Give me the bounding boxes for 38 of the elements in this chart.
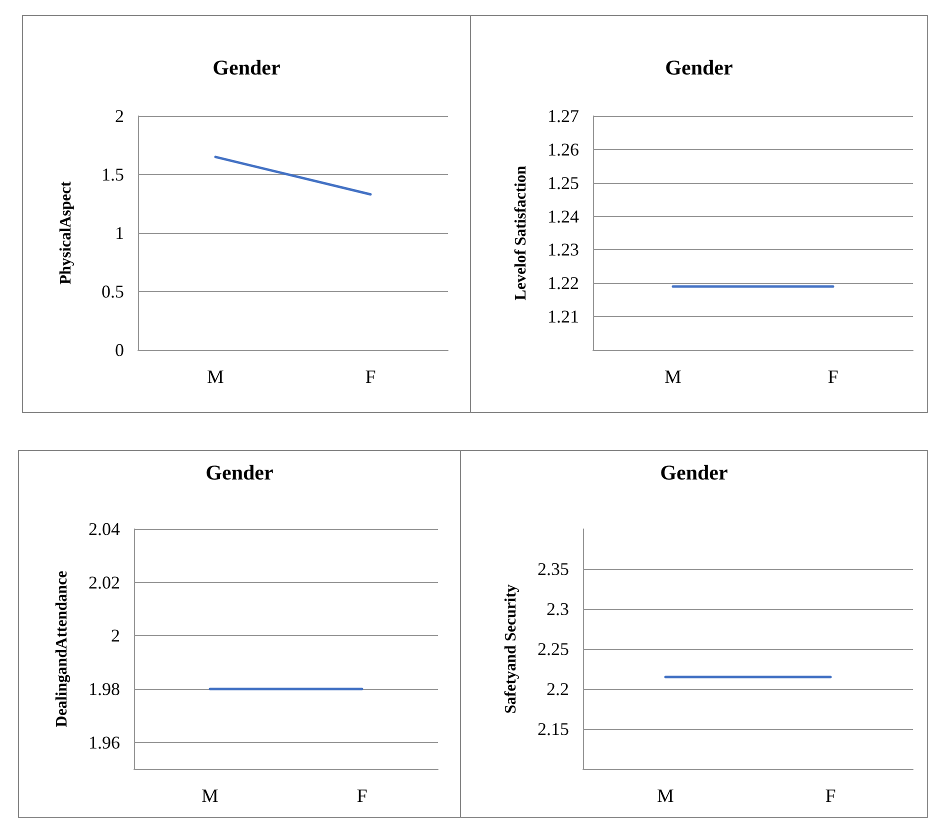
- y-tick-label: 1.98: [88, 679, 120, 699]
- y-tick-label: 1.22: [548, 273, 579, 294]
- chart-title: Gender: [660, 460, 728, 484]
- y-axis-title: Safetyand Security: [502, 584, 520, 714]
- chart-title: Gender: [206, 460, 274, 484]
- x-tick-label: F: [356, 786, 368, 807]
- y-tick-label: 2.04: [88, 519, 120, 539]
- chart-title: Gender: [665, 56, 733, 80]
- y-tick-label: 1.23: [548, 240, 579, 260]
- y-tick-label: 0.5: [102, 282, 124, 302]
- y-tick-label: 2.3: [546, 599, 569, 619]
- y-tick-label: 2.2: [546, 679, 569, 699]
- y-tick-label: 2.15: [538, 719, 569, 739]
- y-tick-label: 1.25: [548, 172, 579, 193]
- x-tick-label: F: [825, 786, 836, 807]
- x-tick-label: F: [828, 367, 838, 388]
- y-axis-title: Levelof Satisfaction: [512, 166, 530, 300]
- y-tick-label: 1.96: [88, 732, 120, 752]
- x-tick-label: M: [657, 786, 674, 807]
- y-tick-label: 2.35: [538, 559, 569, 579]
- x-tick-label: M: [202, 786, 219, 807]
- y-tick-label: 2: [115, 106, 124, 126]
- x-tick-label: M: [207, 367, 224, 388]
- y-tick-label: 1: [115, 223, 124, 243]
- x-tick-label: M: [664, 367, 682, 388]
- y-tick-label: 2.02: [88, 572, 120, 592]
- y-tick-label: 1.26: [548, 139, 579, 160]
- y-tick-label: 1.5: [102, 164, 124, 184]
- x-tick-label: F: [365, 367, 376, 388]
- y-tick-label: 1.27: [548, 106, 579, 126]
- y-tick-label: 1.21: [548, 306, 579, 327]
- y-tick-label: 2.25: [538, 639, 569, 659]
- y-tick-label: 1.24: [548, 206, 579, 226]
- y-axis-title: DealingandAttendance: [54, 570, 70, 728]
- chart-title: Gender: [212, 56, 280, 80]
- y-tick-label: 2: [111, 626, 120, 646]
- y-tick-label: 0: [115, 340, 124, 360]
- y-axis-title: PhysicalAspect: [58, 180, 74, 285]
